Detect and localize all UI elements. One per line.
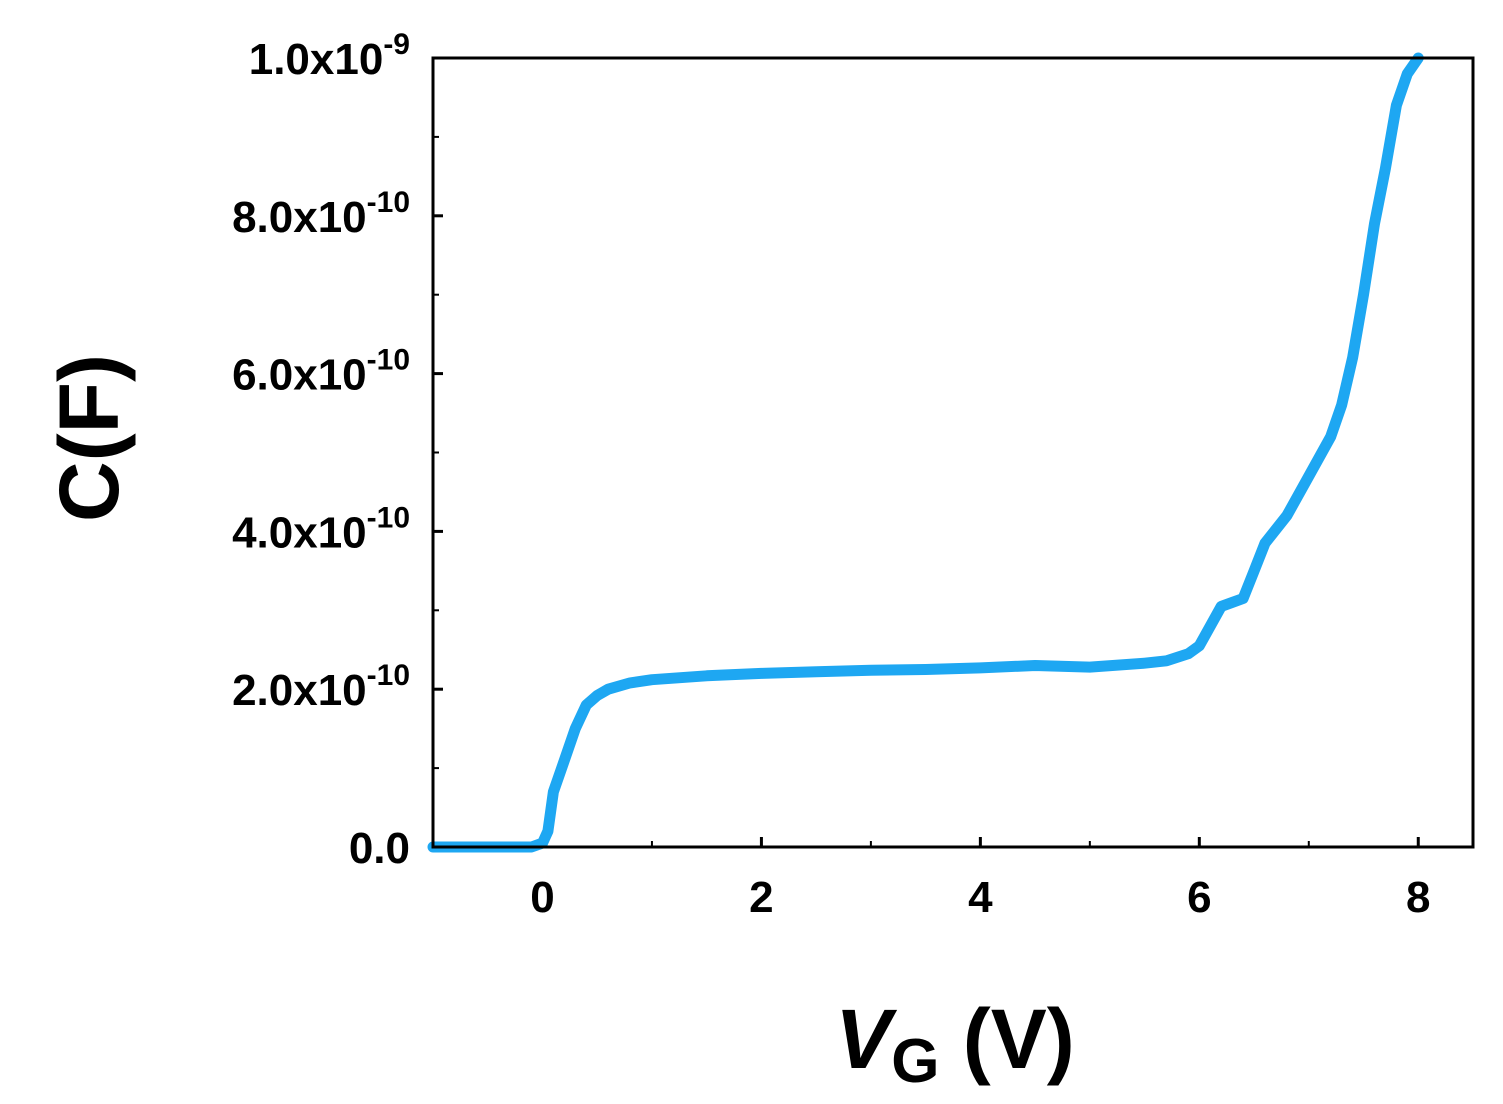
y-tick-exponent: -10	[367, 186, 410, 219]
y-tick-mantissa: 2.0x10	[232, 666, 367, 715]
y-tick-label: 6.0x10-10	[232, 344, 410, 400]
y-tick-label: 2.0x10-10	[232, 659, 410, 715]
y-tick-label: 4.0x10-10	[232, 501, 410, 557]
y-tick-label: 1.0x10-9	[249, 28, 410, 84]
x-axis-title-symbol: V	[835, 992, 897, 1086]
x-tick-labels: 0 2 4 6 8	[530, 873, 1430, 922]
y-tick-mantissa: 6.0x10	[232, 351, 367, 400]
x-axis-title-subscript: G	[891, 1027, 939, 1096]
x-tick-label: 2	[749, 873, 773, 922]
x-axis-title-unit: (V)	[939, 992, 1074, 1086]
y-tick-exponent: -10	[367, 501, 410, 534]
y-tick-mantissa: 8.0x10	[232, 193, 367, 242]
y-tick-labels: 0.02.0x10-104.0x10-106.0x10-108.0x10-101…	[232, 28, 410, 873]
y-tick-mantissa: 4.0x10	[232, 508, 367, 557]
x-axis-title: VG (V)	[835, 992, 1075, 1096]
x-tick-label: 4	[968, 873, 993, 922]
plot-frame	[431, 56, 1475, 849]
y-tick-label: 8.0x10-10	[232, 186, 410, 242]
y-tick-exponent: -9	[383, 28, 410, 61]
minor-ticks	[433, 135, 1310, 847]
y-tick-exponent: -10	[367, 344, 410, 377]
y-axis-title: C(F)	[42, 354, 136, 522]
y-tick-label: 0.0	[349, 824, 410, 873]
y-tick-mantissa: 1.0x10	[249, 35, 384, 84]
x-tick-label: 6	[1187, 873, 1211, 922]
x-tick-label: 8	[1406, 873, 1430, 922]
y-tick-exponent: -10	[367, 659, 410, 692]
series-group	[427, 52, 1424, 853]
y-tick-mantissa: 0.0	[349, 824, 410, 873]
major-ticks	[433, 56, 1420, 849]
series-line	[427, 52, 1424, 853]
x-tick-label: 0	[530, 873, 554, 922]
